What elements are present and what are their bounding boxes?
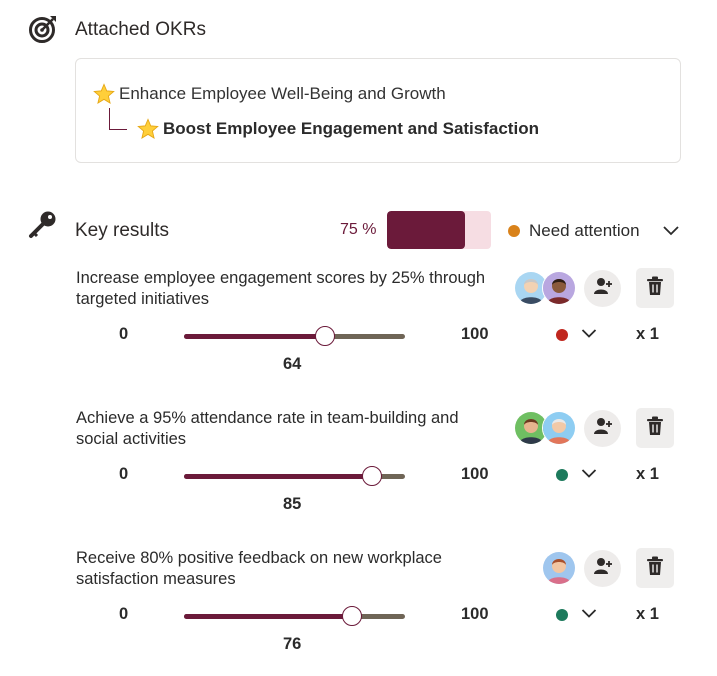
chevron-down-icon	[581, 606, 597, 624]
star-icon	[137, 118, 159, 140]
progress-slider-thumb[interactable]	[361, 466, 382, 486]
add-user-button[interactable]	[584, 550, 621, 587]
chevron-down-icon	[581, 326, 597, 344]
chevron-down-icon	[662, 223, 680, 242]
key-results-title: Key results	[75, 220, 169, 241]
current-value: 85	[283, 495, 302, 513]
add-user-button[interactable]	[584, 270, 621, 307]
weight-multiplier[interactable]: x 1	[636, 325, 659, 343]
status-dot	[508, 225, 520, 237]
add-user-button[interactable]	[584, 410, 621, 447]
child-okr-label: Boost Employee Engagement and Satisfacti…	[163, 119, 539, 138]
child-okr[interactable]: Boost Employee Engagement and Satisfacti…	[137, 118, 539, 140]
confidence-dropdown[interactable]	[556, 466, 597, 484]
progress-slider-thumb[interactable]	[315, 326, 336, 346]
owner-avatars[interactable]	[542, 551, 576, 585]
avatar	[542, 551, 576, 585]
range-min: 0	[119, 325, 129, 343]
key-result-title: Receive 80% positive feedback on new wor…	[76, 549, 442, 588]
progress-slider-fill	[184, 614, 352, 619]
chevron-down-icon	[581, 466, 597, 484]
trash-icon	[646, 556, 664, 581]
add-user-icon	[593, 417, 613, 440]
progress-slider-thumb[interactable]	[341, 606, 362, 626]
status-dropdown[interactable]: Need attention	[508, 219, 683, 243]
delete-button[interactable]	[636, 548, 674, 588]
owner-avatars[interactable]	[514, 271, 576, 305]
add-user-icon	[593, 557, 613, 580]
confidence-dot	[556, 329, 568, 341]
confidence-dot	[556, 609, 568, 621]
key-result-title: Increase employee engagement scores by 2…	[76, 269, 486, 308]
range-max: 100	[461, 465, 489, 483]
avatar	[542, 411, 576, 445]
overall-progress-fill	[387, 211, 465, 249]
key-result-title: Achieve a 95% attendance rate in team-bu…	[76, 409, 459, 448]
current-value: 64	[283, 355, 302, 373]
progress-slider-fill	[184, 334, 326, 339]
owner-avatars[interactable]	[514, 411, 576, 445]
status-label: Need attention	[529, 221, 640, 240]
progress-slider-track[interactable]	[184, 474, 405, 479]
confidence-dropdown[interactable]	[556, 606, 597, 624]
confidence-dot	[556, 469, 568, 481]
progress-slider-track[interactable]	[184, 334, 405, 339]
trash-icon	[646, 276, 664, 301]
progress-slider-fill	[184, 474, 372, 479]
star-icon	[93, 83, 115, 105]
confidence-dropdown[interactable]	[556, 326, 597, 344]
current-value: 76	[283, 635, 302, 653]
okr-connector	[109, 108, 127, 130]
overall-progress-bar	[387, 211, 491, 249]
parent-okr[interactable]: Enhance Employee Well-Being and Growth	[93, 83, 446, 105]
avatar	[514, 271, 548, 305]
add-user-icon	[593, 277, 613, 300]
target-icon	[28, 14, 58, 44]
range-max: 100	[461, 605, 489, 623]
delete-button[interactable]	[636, 408, 674, 448]
weight-multiplier[interactable]: x 1	[636, 465, 659, 483]
range-max: 100	[461, 325, 489, 343]
range-min: 0	[119, 605, 129, 623]
trash-icon	[646, 416, 664, 441]
parent-okr-label: Enhance Employee Well-Being and Growth	[119, 84, 446, 103]
range-min: 0	[119, 465, 129, 483]
progress-slider-track[interactable]	[184, 614, 405, 619]
weight-multiplier[interactable]: x 1	[636, 605, 659, 623]
avatar	[542, 271, 576, 305]
attached-okrs-box	[75, 58, 681, 163]
overall-progress-percent: 75 %	[340, 221, 377, 238]
delete-button[interactable]	[636, 268, 674, 308]
attached-okrs-title: Attached OKRs	[75, 19, 206, 40]
key-icon	[28, 210, 58, 240]
